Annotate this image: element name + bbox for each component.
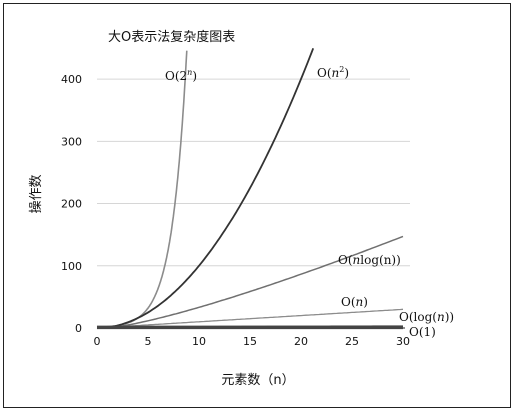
series-line-0 (96, 50, 188, 329)
y-tick-label: 300 (61, 135, 82, 148)
chart-title: 大O表示法复杂度图表 (108, 29, 235, 45)
series-line-1 (97, 47, 315, 329)
x-tick-label: 25 (345, 335, 359, 348)
series-line-2 (96, 235, 404, 330)
x-tick-label: 5 (145, 335, 152, 348)
chart-frame (3, 3, 511, 408)
y-tick-labels: 0 100 200 300 400 (61, 73, 82, 335)
series-lines (96, 47, 404, 330)
x-tick-labels: 0 5 10 15 20 25 30 (94, 335, 411, 348)
series-label-1: O(n2) (317, 65, 349, 80)
series-label-0: O(2n) (165, 68, 197, 83)
y-tick-label: 400 (61, 73, 82, 86)
x-tick-label: 0 (94, 335, 101, 348)
y-tick-label: 100 (61, 260, 82, 273)
x-axis-label: 元素数（n） (221, 373, 294, 388)
x-tick-label: 20 (294, 335, 308, 348)
series-line-3 (96, 308, 404, 329)
y-tick-label: 200 (61, 198, 82, 211)
y-tick-label: 0 (75, 322, 82, 335)
series-label-3: O(n) (341, 295, 368, 309)
series-labels: O(2n) O(n2) O(nlog(n)) O(n) O(log(n))O(1) (165, 65, 454, 339)
gridlines (97, 78, 410, 267)
x-tick-label: 30 (396, 335, 410, 348)
series-label-2: O(nlog(n)) (338, 253, 401, 267)
x-tick-label: 15 (243, 335, 257, 348)
series-label-4: O(log(n)) (399, 310, 454, 324)
y-axis-label: 操作数 (28, 174, 44, 213)
series-label-5: O(1) (409, 325, 436, 339)
x-tick-label: 10 (192, 335, 206, 348)
